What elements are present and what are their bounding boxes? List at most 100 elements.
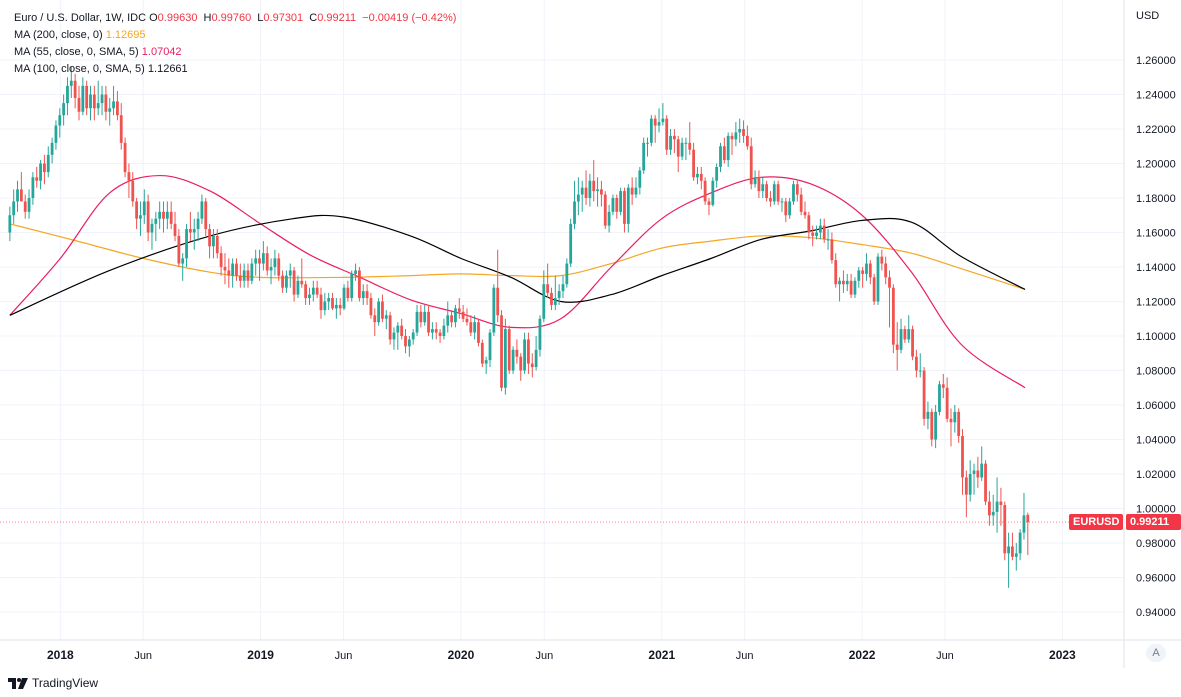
- legend-ma100-row[interactable]: MA (100, close, 0, SMA, 5) 1.12661: [14, 61, 459, 78]
- ma100-label: MA (100, close, 0, SMA, 5): [14, 63, 145, 75]
- candle-body: [596, 189, 599, 192]
- candle-body: [1026, 514, 1030, 523]
- candle-body: [104, 94, 108, 112]
- candle-body: [400, 325, 404, 336]
- candle-body: [196, 218, 200, 230]
- candle-body: [454, 308, 457, 323]
- candle-body: [987, 501, 991, 516]
- candle-body: [527, 339, 530, 364]
- candle-body: [538, 318, 542, 350]
- candle-body: [1022, 515, 1026, 533]
- candle-body: [185, 229, 188, 259]
- candle-body: [250, 263, 254, 281]
- candle-body: [108, 108, 112, 112]
- candle-body: [334, 304, 338, 309]
- price-tick-label: 1.02000: [1136, 469, 1176, 481]
- candle-body: [423, 311, 427, 323]
- candle-body: [92, 94, 96, 109]
- candle-body: [938, 384, 941, 412]
- price-tick-label: 1.16000: [1136, 228, 1176, 240]
- candle-body: [615, 198, 619, 212]
- candle-body: [561, 284, 565, 292]
- candle-body: [630, 187, 634, 195]
- candle-body: [219, 253, 223, 267]
- candle-body: [738, 129, 742, 133]
- candle-body: [772, 184, 776, 202]
- candle-body: [961, 436, 964, 478]
- candle-body: [918, 370, 922, 372]
- candle-body: [127, 172, 131, 181]
- candle-body: [77, 97, 81, 112]
- candle-body: [319, 294, 323, 311]
- candle-body: [665, 118, 669, 150]
- candle-body: [588, 180, 592, 198]
- candle-body: [261, 253, 265, 264]
- legend-ma200-row[interactable]: MA (200, close, 0) 1.12695: [14, 27, 459, 44]
- candle-body: [450, 315, 453, 323]
- candle-body: [361, 291, 365, 299]
- candle-body: [269, 267, 273, 271]
- auto-scale-button[interactable]: A: [1146, 644, 1166, 662]
- candle-body: [58, 115, 62, 126]
- candle-body: [576, 194, 580, 202]
- price-tick-label: 0.94000: [1136, 607, 1176, 619]
- candle-body: [315, 287, 319, 295]
- candle-body: [62, 103, 66, 116]
- candle-body: [865, 263, 868, 274]
- candle-body: [477, 322, 480, 343]
- candle-body: [611, 198, 615, 212]
- candle-body: [1003, 505, 1007, 554]
- candle-body: [165, 211, 169, 219]
- candle-body: [427, 311, 430, 333]
- candle-body: [119, 115, 123, 143]
- price-axis[interactable]: 1.26000 1.24000 1.22000 1.20000 1.18000 1.160…: [1136, 55, 1176, 619]
- candle-body: [857, 270, 861, 281]
- candle-body: [223, 267, 227, 271]
- candle-body: [711, 180, 715, 205]
- open-value: 0.99630: [157, 12, 198, 24]
- candle-body: [507, 329, 511, 371]
- candle-body: [673, 135, 676, 140]
- candle-body: [19, 189, 23, 202]
- price-tick-label: 1.26000: [1136, 55, 1176, 67]
- candle-body: [719, 146, 722, 167]
- candle-body: [142, 201, 146, 216]
- candle-body: [830, 239, 834, 261]
- candle-body: [926, 411, 930, 419]
- candle-body: [173, 223, 177, 236]
- legend-ma55-row[interactable]: MA (55, close, 0, SMA, 5) 1.07042: [14, 44, 459, 61]
- candle-body: [534, 349, 538, 368]
- candle-body: [442, 325, 446, 336]
- candle-body: [323, 301, 327, 311]
- symbol-title[interactable]: Euro / U.S. Dollar, 1W, IDC: [14, 12, 147, 24]
- candle-body: [769, 198, 772, 202]
- candle-body: [89, 94, 92, 109]
- candle-body: [784, 201, 788, 216]
- time-axis[interactable]: 2018 Jun 2019 Jun 2020 Jun 2021 Jun 2022 Jun 2023: [47, 648, 1076, 662]
- time-tick-label: Jun: [335, 650, 353, 662]
- candle-body: [480, 342, 484, 364]
- candle-body: [200, 201, 204, 219]
- candle-body: [649, 118, 653, 143]
- candle-body: [795, 184, 799, 195]
- candle-body: [488, 332, 492, 361]
- candle-body: [934, 411, 938, 440]
- candle-body: [369, 298, 373, 316]
- tradingview-logo[interactable]: TradingView: [8, 676, 98, 690]
- candle-body: [181, 258, 185, 264]
- candle-body: [215, 235, 219, 254]
- candle-body: [888, 277, 891, 288]
- candle-body: [85, 85, 89, 109]
- high-label: H: [203, 12, 212, 24]
- candle-body: [911, 329, 914, 357]
- candle-body: [523, 339, 526, 371]
- candles: [8, 66, 1030, 588]
- candle-body: [976, 470, 980, 478]
- candle-body: [281, 275, 284, 288]
- candle-body: [373, 315, 377, 323]
- candle-body: [915, 356, 918, 371]
- candle-body: [69, 80, 73, 86]
- candle-body: [818, 225, 822, 233]
- candle-body: [730, 135, 734, 140]
